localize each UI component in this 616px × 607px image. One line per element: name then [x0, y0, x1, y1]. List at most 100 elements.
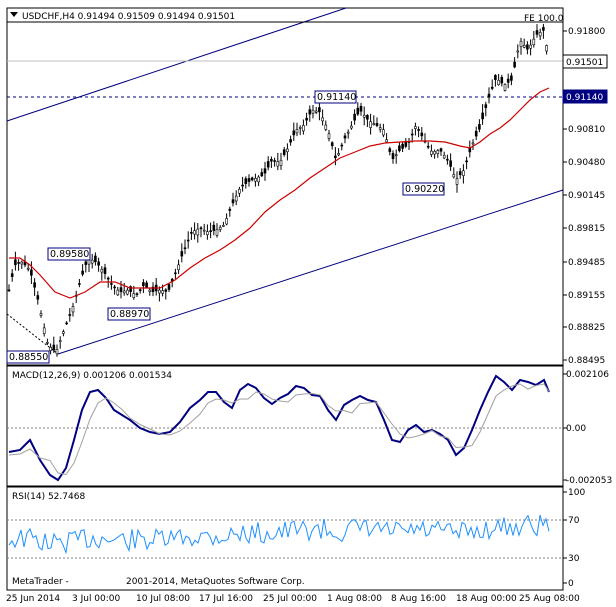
- candle-body: [215, 229, 219, 236]
- candle-body: [209, 230, 212, 232]
- symbol-dropdown-icon[interactable]: [10, 12, 18, 17]
- annotation-91140[interactable]: 0.91140: [314, 90, 357, 104]
- annotation-88550[interactable]: 0.88550: [6, 350, 50, 364]
- candle-body: [366, 114, 369, 120]
- candle-body: [378, 127, 382, 130]
- price-panel[interactable]: [6, 7, 564, 366]
- macd-axis-zero: 0.00: [566, 424, 586, 434]
- time-tick: 8 Aug 16:00: [391, 594, 446, 604]
- upper-channel-line[interactable]: [6, 7, 347, 122]
- candle-body: [196, 228, 200, 236]
- candle-body: [84, 261, 88, 265]
- candle-body: [433, 151, 436, 155]
- candle-body: [353, 113, 356, 121]
- candle-body: [404, 141, 408, 147]
- candle-body: [506, 78, 510, 83]
- candle-body: [321, 117, 324, 122]
- candle-body: [151, 286, 155, 293]
- chart-title: USDCHF,H4 0.91494 0.91509 0.91494 0.9150…: [22, 12, 235, 22]
- candle-body: [356, 107, 360, 115]
- candle-body: [308, 109, 312, 115]
- candle-body: [519, 40, 523, 47]
- candle-body: [302, 125, 305, 132]
- annotation-label: 0.88970: [110, 309, 149, 320]
- candle-body: [250, 177, 254, 181]
- candle-body: [526, 44, 529, 50]
- lower-channel-line[interactable]: [57, 189, 564, 355]
- candle-body: [167, 284, 171, 290]
- candle-body: [100, 268, 104, 273]
- candle-body: [490, 86, 494, 89]
- macd-signal-line: [8, 383, 550, 476]
- rsi-title: RSI(14) 52.7468: [12, 492, 85, 502]
- candle-body: [286, 148, 289, 153]
- annotation-90220[interactable]: 0.90220: [402, 182, 445, 196]
- candle-body: [391, 153, 395, 160]
- candle-body: [417, 129, 420, 131]
- candle-body: [522, 44, 526, 48]
- candle-body: [20, 261, 24, 265]
- candle-body: [257, 176, 260, 183]
- candle-body: [500, 76, 504, 84]
- candle-body: [314, 110, 318, 113]
- candle-body: [14, 259, 17, 266]
- candle-body: [190, 232, 193, 234]
- annotation-89580[interactable]: 0.89580: [47, 247, 91, 261]
- macd-title: MACD(12,26,9) 0.001206 0.001534: [12, 371, 172, 381]
- candle-body: [465, 160, 468, 163]
- candle-body: [49, 346, 52, 351]
- candle-body: [481, 112, 484, 120]
- candle-body: [199, 227, 203, 230]
- candle-body: [132, 293, 136, 298]
- macd-panel[interactable]: [6, 365, 564, 487]
- candle-body: [401, 143, 404, 149]
- fe-label: FE 100.0: [524, 14, 564, 24]
- candle-body: [455, 178, 459, 185]
- candle-body: [516, 50, 520, 53]
- candle-body: [462, 170, 465, 176]
- candle-body: [42, 327, 46, 335]
- time-tick: 17 Jul 16:00: [199, 594, 253, 604]
- candle-body: [439, 148, 443, 152]
- price-axis: 0.91800 0.90810 0.90480 0.90145 0.89815 …: [563, 27, 605, 366]
- candle-body: [385, 139, 388, 143]
- candle-body: [97, 261, 100, 266]
- candle-body: [545, 45, 548, 52]
- rsi-line: [8, 514, 550, 555]
- candle-body: [398, 145, 401, 152]
- candle-body: [327, 133, 331, 139]
- candle-body: [113, 286, 116, 289]
- candle-body: [282, 149, 286, 155]
- candle-body: [494, 74, 497, 80]
- candle-body: [542, 27, 545, 31]
- candle-body: [202, 229, 206, 232]
- candle-body: [382, 129, 385, 136]
- candle-body: [238, 188, 241, 194]
- candle-body: [180, 251, 184, 257]
- candle-body: [295, 129, 299, 134]
- candle-body: [289, 139, 292, 143]
- time-tick: 3 Jul 00:00: [72, 594, 121, 604]
- candle-body: [142, 282, 145, 287]
- candle-body: [244, 178, 248, 184]
- candle-body: [234, 195, 238, 202]
- candle-body: [225, 218, 228, 225]
- price-tick: 0.90810: [568, 125, 605, 135]
- candle-body: [106, 277, 110, 280]
- candle-body: [193, 230, 196, 235]
- annotation-88970[interactable]: 0.88970: [107, 307, 151, 321]
- candle-body: [254, 178, 257, 182]
- candle-body: [305, 117, 308, 121]
- price-candles: [7, 23, 548, 357]
- candle-body: [7, 289, 11, 292]
- rsi-panel[interactable]: [6, 486, 564, 591]
- candle-body: [276, 161, 280, 167]
- annotation-label: 0.91140: [317, 92, 356, 103]
- current-price-marker: 0.91501: [562, 54, 608, 69]
- copyright-text: MetaTrader - 2001-2014, MetaQuotes Softw…: [12, 577, 305, 587]
- time-tick: 1 Aug 08:00: [327, 594, 382, 604]
- candle-body: [55, 348, 59, 355]
- price-tick: 0.90145: [568, 191, 605, 201]
- candle-body: [484, 104, 488, 108]
